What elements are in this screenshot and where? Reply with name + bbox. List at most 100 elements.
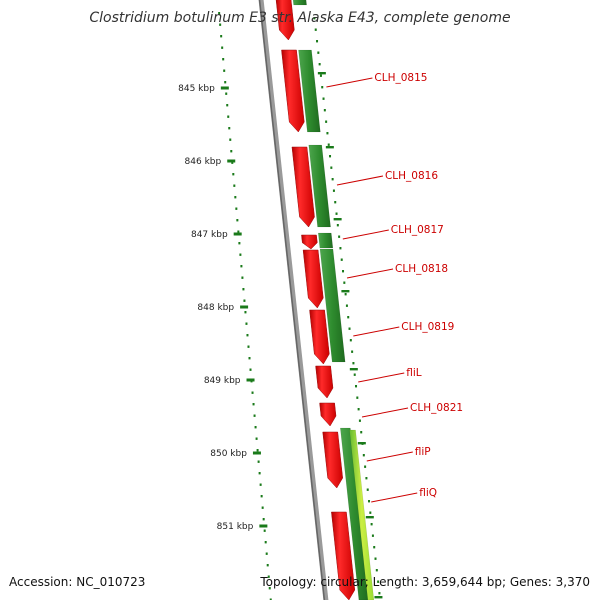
guide-dot [362, 454, 365, 457]
track-dash [365, 516, 374, 519]
tick-mark [227, 159, 236, 163]
guide-dot [319, 74, 322, 77]
gene-label[interactable]: CLH_0815 [374, 72, 427, 84]
guide-dot [232, 173, 235, 176]
guide-dot [357, 408, 360, 411]
guide-dot [377, 580, 380, 583]
guide-dot [265, 552, 268, 555]
guide-dot [262, 518, 265, 521]
guide-dot [266, 564, 269, 567]
guide-dot [366, 488, 369, 491]
guide-dot [244, 311, 247, 314]
guide-dot [378, 592, 381, 595]
guide-dot [237, 230, 240, 233]
guide-dot [331, 178, 334, 181]
guide-dot [256, 449, 259, 452]
guide-dot [313, 17, 316, 20]
guide-dot [252, 403, 255, 406]
tick-mark [252, 451, 261, 455]
guide-dot [219, 23, 222, 26]
gene-label[interactable]: CLH_0821 [410, 402, 463, 414]
gene-leader-line [326, 77, 373, 88]
gene-label[interactable]: CLH_0816 [385, 170, 438, 182]
guide-dot [261, 506, 264, 509]
gene-leader-line [358, 372, 405, 383]
guide-dot [374, 557, 377, 560]
guide-dot [327, 143, 330, 146]
gene-leader-line [342, 229, 389, 240]
guide-dot [340, 258, 343, 261]
guide-dot [267, 575, 270, 578]
backbone [258, 0, 329, 605]
guide-dot [373, 546, 376, 549]
guide-dot [316, 40, 319, 43]
guide-dot [356, 396, 359, 399]
tick-mark [233, 232, 242, 236]
guide-dot [345, 304, 348, 307]
guide-dot [253, 414, 256, 417]
guide-dot [223, 69, 226, 72]
guide-dot [355, 385, 358, 388]
gene-label[interactable]: CLH_0817 [391, 224, 444, 236]
tick-label: 845 kbp [178, 84, 215, 94]
forward-gene-arrow [301, 234, 318, 250]
guide-dot [369, 511, 372, 514]
track-dots [218, 12, 383, 605]
guide-dot [243, 299, 246, 302]
gene-label[interactable]: CLH_0819 [401, 321, 454, 333]
gene-label[interactable]: CLH_0818 [395, 263, 448, 275]
guide-dot [365, 477, 368, 480]
backbone-line [258, 0, 329, 605]
gene-leader-line [366, 451, 413, 462]
tick-label: 850 kbp [210, 449, 247, 459]
guide-dot [321, 86, 324, 89]
guide-dot [347, 316, 350, 319]
guide-dot [260, 495, 263, 498]
tick-mark [240, 305, 249, 309]
forward-gene-arrow [315, 365, 334, 399]
guide-dot [258, 472, 261, 475]
guide-dot [220, 35, 223, 38]
guide-dot [342, 270, 345, 273]
genome-summary-text: Topology: circular; Length: 3,659,644 bp… [260, 575, 590, 589]
guide-dot [358, 419, 361, 422]
guide-dot [251, 391, 254, 394]
guide-dot [352, 362, 355, 365]
forward-gene-arrow [281, 49, 305, 133]
guide-dot [326, 132, 329, 135]
guide-dot [371, 534, 374, 537]
guide-dot [330, 166, 333, 169]
guide-dot [238, 242, 241, 245]
guide-dot [227, 115, 230, 118]
forward-gene-arrow [331, 511, 356, 601]
gene-label[interactable]: fliL [406, 367, 422, 379]
accession-text: Accession: NC_010723 [9, 575, 146, 589]
guide-dot [263, 529, 266, 532]
guide-dot [344, 293, 347, 296]
tick-label: 847 kbp [191, 230, 228, 240]
track-dash [333, 218, 342, 221]
gene-label[interactable]: fliP [415, 446, 431, 458]
guide-dot [325, 120, 328, 123]
track-dash [325, 146, 334, 149]
tick-mark [259, 524, 268, 528]
track-dash [374, 596, 383, 599]
guide-dot [335, 212, 338, 215]
reverse-gene-block [319, 248, 346, 363]
guide-dot [249, 368, 252, 371]
gene-label[interactable]: fliQ [419, 487, 437, 499]
guide-dot [268, 587, 271, 590]
guide-dot [364, 465, 367, 468]
forward-gene-arrow [291, 146, 315, 228]
backbone-shadow [258, 0, 326, 605]
guide-dot [245, 322, 248, 325]
guide-dot [348, 327, 351, 330]
tick-label: 851 kbp [217, 522, 254, 532]
guide-dot [236, 219, 239, 222]
track-dash [341, 290, 350, 293]
guide-dot [224, 81, 227, 84]
forward-strand-track [275, 0, 356, 601]
map-title: Clostridium botulinum E3 str. Alaska E43… [89, 10, 511, 26]
guide-dot [323, 109, 326, 112]
